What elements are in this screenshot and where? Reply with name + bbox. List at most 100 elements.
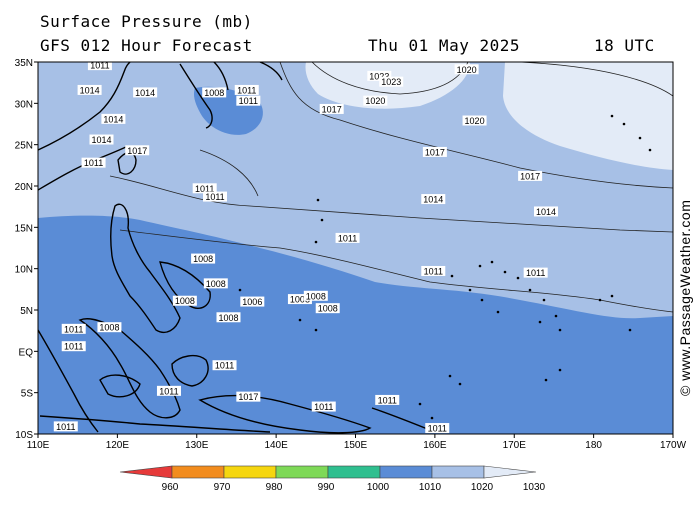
lat-tick-label: 30N <box>15 99 33 110</box>
isobar-label-text: 1011 <box>338 233 357 243</box>
isobar-label-text: 1011 <box>195 184 214 194</box>
isobar-label: 1011 <box>61 341 86 352</box>
isobar-label-text: 1011 <box>424 266 443 276</box>
isobar-label: 1011 <box>203 191 228 202</box>
credit-watermark: © www.PassageWeather.com <box>677 200 693 396</box>
isobar-label-bg <box>518 170 543 181</box>
isobar-label-text: 1008 <box>290 295 310 305</box>
isobar-label-text: 1023 <box>369 71 389 81</box>
island-dot <box>538 320 542 324</box>
island-dot <box>450 274 454 278</box>
colorbar-label: 1030 <box>523 482 546 493</box>
colorbar-high-arrow <box>483 465 537 479</box>
lon-tick-label: 170W <box>660 440 687 451</box>
lon-tick-label: 160E <box>423 440 447 451</box>
isobar-label-text: 1014 <box>536 207 556 217</box>
isobar-label: 1011 <box>425 423 450 434</box>
isobar-label-text: 1011 <box>215 361 234 371</box>
isobar-label-text: 1020 <box>465 116 485 126</box>
isobar-label: 1023 <box>367 70 392 81</box>
isobar-label-bg <box>234 84 259 95</box>
colorbar-segment <box>275 465 329 479</box>
isobar-label: 1008 <box>287 294 312 305</box>
isobar-label-text: 1008 <box>99 323 119 333</box>
isobar-label: 1014 <box>101 113 126 124</box>
isobar-label: 1020 <box>454 64 479 75</box>
isobar-label-text: 1011 <box>378 395 397 405</box>
isobar-label-bg <box>319 103 344 114</box>
island-dot <box>638 136 642 140</box>
isobar-label-text: 1011 <box>239 96 258 106</box>
isobar-label-bg <box>156 385 181 396</box>
isobar-label: 1011 <box>375 394 400 405</box>
island-dot <box>468 288 472 292</box>
isobar-label: 1017 <box>518 170 543 181</box>
colorbar-segment <box>379 465 433 479</box>
colorbar-label: 960 <box>162 482 179 493</box>
island-dot <box>316 198 320 202</box>
pressure-band-1020-1030 <box>305 62 673 170</box>
island-dot <box>558 368 562 372</box>
isobar-label-bg <box>133 87 158 98</box>
island-dot <box>448 374 452 378</box>
isobar-label-text: 1017 <box>238 392 258 402</box>
isobar-label-bg <box>191 253 216 264</box>
isobar-label: 1020 <box>462 115 487 126</box>
isobar-label-text: 1017 <box>127 146 147 156</box>
map-title: Surface Pressure (mb) <box>40 12 253 31</box>
colorbar-label: 980 <box>266 482 283 493</box>
isobar-label-text: 1014 <box>91 135 111 145</box>
isobar-label-text: 1011 <box>84 158 103 168</box>
isobar-label: 1011 <box>53 421 78 432</box>
isobar-label: 1014 <box>421 194 446 205</box>
isobar-label: 1023 <box>379 76 404 87</box>
lon-tick-label: 180 <box>585 440 602 451</box>
pressure-colorbar: 960 970 980 990 1000 1010 1020 1030 <box>119 465 546 493</box>
lat-tick-label: 10N <box>15 265 33 276</box>
isobar-label-text: 1017 <box>520 171 540 181</box>
isobar-label-text: 1011 <box>64 342 83 352</box>
isobar-label-text: 1014 <box>135 88 155 98</box>
valid-time: 18 UTC <box>594 36 655 55</box>
isobar-label: 1008 <box>191 253 216 264</box>
longitude-axis: 110E 120E 130E 140E 150E 160E 170E 180 170W <box>27 434 687 451</box>
island-dot <box>238 288 242 292</box>
isobar-label: 1008 <box>97 322 122 333</box>
lon-tick-label: 150E <box>344 440 368 451</box>
isobar-label-bg <box>203 278 228 289</box>
isobar-label-bg <box>367 70 392 81</box>
isobar-label-text: 1020 <box>457 65 477 75</box>
colorbar-segment <box>327 465 381 479</box>
isobar-label: 1017 <box>236 391 261 402</box>
island-dot <box>628 328 632 332</box>
isobar-label-text: 1008 <box>193 254 213 264</box>
isobar-label-bg <box>421 194 446 205</box>
isobar-label-bg <box>335 232 360 243</box>
lat-tick-label: 15N <box>15 223 33 234</box>
lon-tick-label: 170E <box>503 440 527 451</box>
isobar-label-bg <box>363 95 388 106</box>
isobar-label-bg <box>534 206 558 217</box>
isobar-label-bg <box>421 265 446 276</box>
island-dot <box>320 218 324 222</box>
model-run: GFS 012 Hour Forecast <box>40 36 253 55</box>
latitude-axis: 35N 30N 25N 20N 15N 10N 5N EQ 5S 10S <box>15 58 38 441</box>
isobar-label: 1011 <box>192 183 217 194</box>
isobar-label: 1008 <box>303 290 328 301</box>
isobar-label-bg <box>375 394 400 405</box>
isobar-label-text: 1008 <box>306 291 326 301</box>
island-dot <box>298 318 302 322</box>
isobar-label-bg <box>425 423 450 434</box>
lat-tick-label: EQ <box>19 347 34 358</box>
isobar-label-text: 1006 <box>242 297 262 307</box>
island-dot <box>314 328 318 332</box>
island-dot <box>554 314 558 318</box>
isobar-label: 1011 <box>81 157 106 168</box>
isobar-lines <box>109 62 673 313</box>
pressure-band-1000-1010 <box>38 215 673 434</box>
lon-tick-label: 140E <box>264 440 288 451</box>
isobar-label: 1011 <box>311 401 336 412</box>
isobar-label: 1011 <box>234 84 259 95</box>
isobar-label-text: 1011 <box>205 192 224 202</box>
